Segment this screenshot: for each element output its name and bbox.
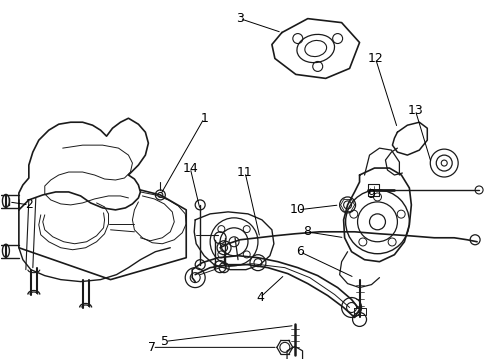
Text: 6: 6: [296, 245, 304, 258]
Text: 14: 14: [182, 162, 198, 175]
Text: 7: 7: [148, 341, 156, 354]
Text: 8: 8: [303, 225, 311, 238]
Text: 11: 11: [237, 166, 253, 179]
Text: 2: 2: [25, 198, 33, 211]
Text: 13: 13: [408, 104, 423, 117]
Text: 10: 10: [290, 203, 306, 216]
Text: 9: 9: [368, 188, 375, 202]
Text: 5: 5: [161, 335, 170, 348]
Text: 3: 3: [236, 12, 244, 25]
Text: 4: 4: [256, 291, 264, 304]
Text: 1: 1: [200, 112, 208, 125]
Text: 12: 12: [368, 52, 383, 65]
